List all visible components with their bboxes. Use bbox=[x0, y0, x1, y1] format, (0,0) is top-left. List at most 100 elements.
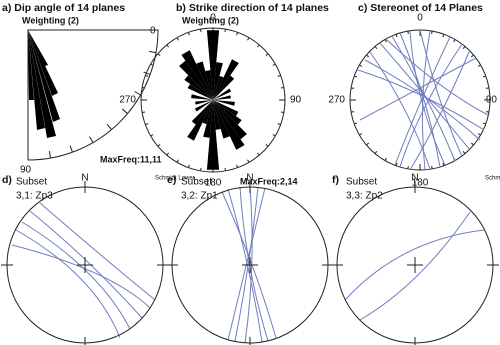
tick bbox=[142, 87, 146, 89]
rose-petal bbox=[213, 88, 232, 100]
rose-petal bbox=[28, 30, 45, 130]
panel-c: c) Stereonet of 14 Planes 0 90 180 270 bbox=[328, 2, 497, 189]
tick bbox=[366, 142, 369, 146]
panel-letter: e) bbox=[167, 174, 176, 186]
label: 180 bbox=[412, 178, 429, 189]
great-circle bbox=[15, 229, 121, 339]
tick bbox=[280, 111, 284, 113]
panel-e: e) Subset 3,2: Zp1 N bbox=[166, 173, 334, 345]
tick bbox=[442, 34, 445, 38]
tick bbox=[442, 162, 445, 166]
tick bbox=[150, 134, 154, 137]
tick bbox=[89, 136, 94, 143]
rose-petal bbox=[202, 100, 213, 125]
tick bbox=[247, 37, 250, 41]
tick bbox=[200, 167, 202, 171]
tick bbox=[477, 64, 481, 67]
tick bbox=[166, 44, 170, 48]
tick bbox=[224, 29, 226, 33]
label: MaxFreq:2,14 bbox=[240, 176, 298, 186]
great-circle bbox=[364, 59, 481, 141]
label: 0 bbox=[210, 13, 216, 24]
label: a) Dip angle of 14 planes bbox=[2, 2, 125, 14]
rose-petal bbox=[181, 50, 213, 100]
tick bbox=[395, 162, 398, 166]
tick bbox=[200, 29, 202, 33]
label: b) Strike direction of 14 planes bbox=[176, 2, 329, 14]
tick bbox=[176, 37, 179, 41]
rose-petal bbox=[187, 83, 213, 100]
tick bbox=[407, 30, 409, 35]
label: 270 bbox=[328, 95, 345, 106]
rose-petal bbox=[28, 30, 58, 96]
rose-petal bbox=[206, 30, 220, 100]
tick bbox=[395, 34, 398, 38]
rose-petal bbox=[191, 100, 213, 125]
tick bbox=[145, 74, 149, 77]
great-circle bbox=[391, 35, 456, 162]
panel-letter: d) bbox=[2, 174, 12, 186]
tick bbox=[142, 111, 146, 113]
label: 90 bbox=[20, 165, 32, 176]
rose-petal bbox=[28, 30, 56, 138]
tick bbox=[431, 30, 433, 35]
rose-petal bbox=[213, 62, 223, 100]
subset-label: Subset bbox=[346, 177, 377, 188]
tick bbox=[462, 46, 466, 49]
rose-petal bbox=[187, 100, 213, 141]
group bbox=[48, 50, 157, 159]
rose-petal bbox=[194, 100, 213, 112]
tick bbox=[350, 111, 355, 113]
tick bbox=[462, 151, 466, 154]
rose-petal bbox=[191, 94, 213, 100]
subset-name: 3,3: Zp2 bbox=[346, 191, 383, 202]
tick bbox=[272, 134, 276, 137]
group bbox=[141, 28, 285, 172]
tick bbox=[121, 108, 128, 114]
tick bbox=[471, 54, 474, 58]
label: 0 bbox=[150, 26, 156, 37]
tick bbox=[150, 63, 154, 66]
rose-petal bbox=[195, 100, 213, 105]
great-circle bbox=[394, 36, 451, 166]
tick bbox=[176, 159, 179, 163]
tick bbox=[272, 63, 276, 66]
tick bbox=[69, 145, 73, 153]
great-circle bbox=[29, 210, 143, 319]
rose-petal bbox=[184, 75, 213, 100]
panel-letter: f) bbox=[332, 174, 339, 186]
tick bbox=[247, 159, 250, 163]
tick bbox=[106, 123, 112, 130]
great-circle bbox=[409, 30, 446, 166]
tick bbox=[265, 53, 269, 57]
rose-petal bbox=[213, 100, 242, 125]
tick bbox=[485, 87, 490, 89]
rose-petal bbox=[213, 100, 247, 140]
panel-a: a) Dip angle of 14 planes Weighting (2) … bbox=[2, 2, 162, 176]
group bbox=[179, 30, 247, 170]
subset-name: 3,1: Zp3 bbox=[16, 191, 53, 202]
great-circle bbox=[359, 211, 471, 321]
great-circle bbox=[357, 69, 485, 131]
tick bbox=[277, 123, 281, 126]
great-circle bbox=[234, 186, 259, 342]
panel-b: b) Strike direction of 14 planes Weighti… bbox=[119, 2, 329, 189]
great-circle bbox=[227, 187, 266, 341]
great-circle bbox=[419, 29, 463, 157]
tick bbox=[166, 152, 170, 156]
label: MaxFreq:11,11 bbox=[100, 154, 162, 164]
tick bbox=[374, 151, 378, 154]
north-label: N bbox=[81, 173, 88, 184]
tick bbox=[134, 91, 141, 96]
tick bbox=[265, 143, 269, 147]
tick bbox=[187, 32, 190, 36]
tick bbox=[366, 54, 369, 58]
rose-petal bbox=[213, 75, 235, 100]
great-circle bbox=[11, 244, 151, 309]
great-circle bbox=[385, 38, 489, 116]
great-circle bbox=[344, 229, 485, 301]
tick bbox=[359, 64, 363, 67]
label: 90 bbox=[486, 95, 498, 106]
tick bbox=[236, 32, 239, 36]
label: Weighting (2) bbox=[22, 15, 79, 25]
